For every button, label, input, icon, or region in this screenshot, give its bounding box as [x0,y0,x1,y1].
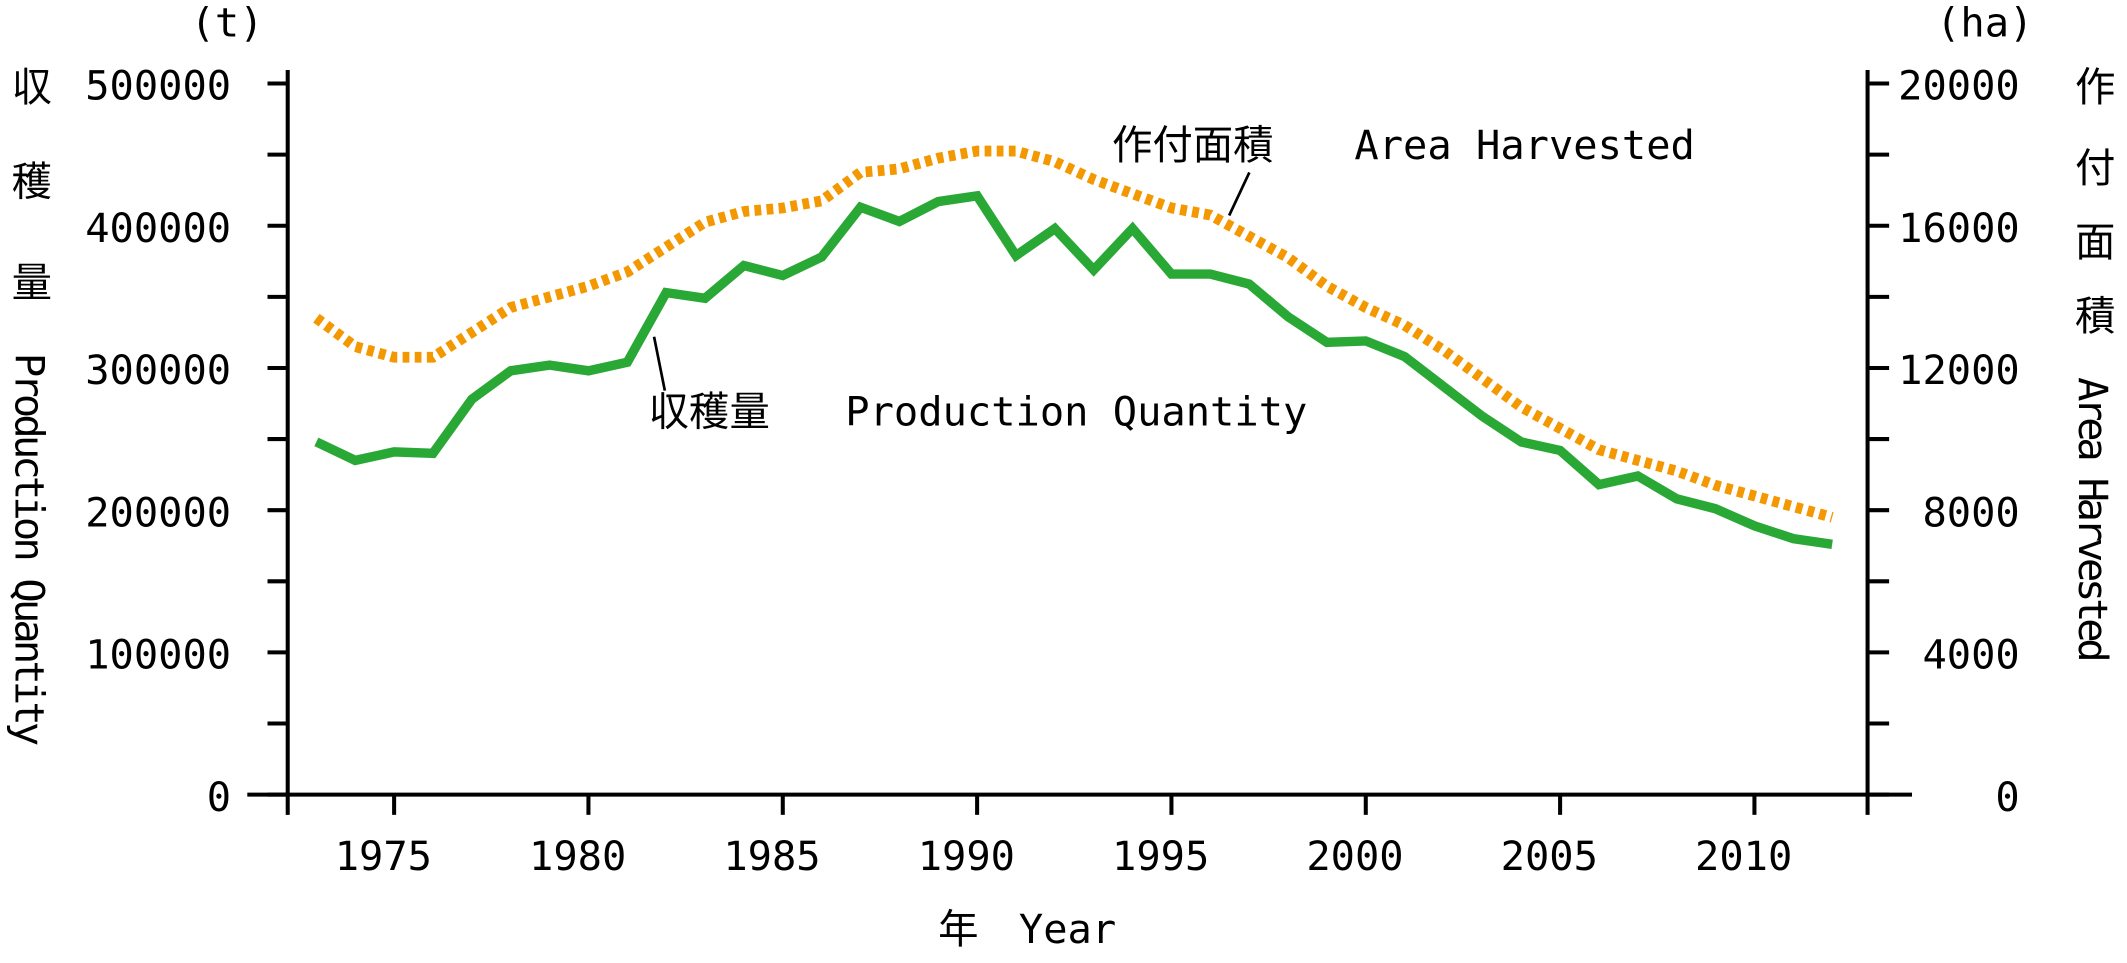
production-annotation: 収穫量 Production Quantity [649,336,1307,436]
left-tick-label: 200000 [85,488,231,536]
x-tick-label: 1980 [529,832,626,880]
series-lines [313,145,1834,549]
left-axis-title: 収 穫 量 Production Quantity [6,63,54,746]
area-label-en: Area Harvested [1354,121,1694,169]
right-tick-label: 12000 [1898,346,2020,394]
right-tick-label: 16000 [1898,204,2020,252]
area-harvested-line [313,145,1834,523]
left-unit-label: (t) [191,0,264,46]
right-tick-label: 8000 [1922,488,2019,536]
left-tick-label: 500000 [85,62,231,110]
svg-text:年 Year: 年 Year [938,905,1116,953]
left-tick-label: 400000 [85,204,231,252]
x-axis-title: 年 Year [938,905,1116,953]
x-tick-label: 1975 [335,832,432,880]
x-tick-label: 1985 [723,832,820,880]
x-tick-label: 1995 [1112,832,1209,880]
right-title-jp-3: 面 [2075,218,2115,266]
production-label-jp: 収穫量 [649,388,770,436]
x-tick-label: 1990 [918,832,1015,880]
left-title-jp-2: 穫 [12,157,52,205]
left-title-jp-1: 収 [12,63,52,111]
area-annotation: 作付面積 Area Harvested [1112,121,1695,217]
right-title-jp-4: 積 [2075,292,2115,340]
x-tick-label: 2010 [1695,832,1792,880]
right-axis-title: 作 付 面 積 Area Harvested [2069,63,2117,663]
left-title-jp-3: 量 [12,258,52,306]
ticks: 0 100000 200000 300000 400000 500000 0 4000 8000… [85,62,2020,880]
left-tick-label: 100000 [85,631,231,679]
right-tick-label: 4000 [1922,631,2019,679]
left-tick-label: 300000 [85,346,231,394]
right-title-jp-2: 付 [2075,144,2115,192]
right-title-jp-1: 作 [2075,63,2115,111]
left-tick-label: 0 [207,773,231,821]
x-tick-label: 2000 [1306,832,1403,880]
production-quantity-line [314,190,1833,549]
production-label-en: Production Quantity [845,388,1307,436]
axes [247,70,1913,815]
right-tick-label: 0 [1995,773,2019,821]
right-title-en: Area Harvested [2069,377,2117,663]
right-unit-label: (ha) [1936,0,2033,46]
left-title-en: Production Quantity [6,353,54,746]
right-tick-label: 20000 [1898,62,2020,110]
area-label-jp: 作付面積 [1112,121,1274,169]
x-tick-label: 2005 [1501,832,1598,880]
